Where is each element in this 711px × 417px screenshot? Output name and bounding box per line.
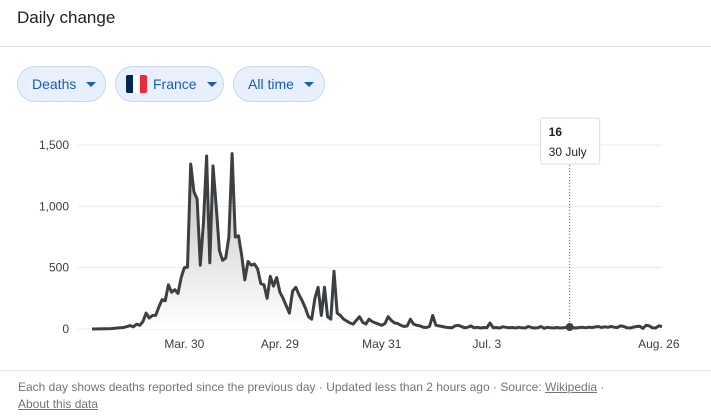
x-tick-label: May 31	[362, 337, 402, 351]
x-tick-label: Apr. 29	[261, 337, 299, 351]
footer-note: Each day shows deaths reported since the…	[18, 379, 678, 413]
footer-separator: ·	[315, 380, 327, 394]
x-tick-label: Aug. 26	[638, 337, 680, 351]
metric-filter-label: Deaths	[32, 76, 77, 92]
y-tick-label: 0	[62, 322, 69, 336]
x-tick-label: Mar. 30	[164, 337, 204, 351]
chart-area-fill	[92, 153, 662, 329]
country-filter-button[interactable]: France	[115, 66, 224, 102]
flag-stripe-red	[140, 75, 147, 93]
y-tick-label: 1,500	[39, 138, 69, 152]
france-flag-icon	[126, 75, 147, 93]
tooltip-date: 30 July	[549, 145, 587, 159]
hover-point[interactable]	[565, 323, 574, 332]
country-filter-label: France	[153, 76, 197, 92]
tooltip-box	[540, 117, 601, 165]
source-label: Source:	[500, 380, 542, 394]
time-range-filter-label: All time	[248, 76, 294, 92]
tooltip-value: 16	[549, 125, 563, 139]
y-tick-label: 500	[49, 261, 69, 275]
card-title: Daily change	[17, 8, 116, 27]
caret-down-icon	[303, 81, 314, 87]
flag-stripe-blue	[126, 75, 133, 93]
footer-description: Each day shows deaths reported since the…	[18, 380, 316, 394]
caret-down-icon	[206, 81, 217, 87]
footer-updated: Updated less than 2 hours ago	[326, 380, 490, 394]
footer-separator: ·	[489, 380, 501, 394]
card-footer: Each day shows deaths reported since the…	[0, 370, 711, 417]
chart-tooltip: 16 30 July	[540, 117, 601, 165]
source-link[interactable]: Wikipedia	[545, 380, 598, 394]
card-header: Daily change	[0, 0, 711, 47]
x-tick-label: Jul. 3	[473, 337, 502, 351]
time-range-filter-button[interactable]: All time	[233, 66, 325, 102]
metric-filter-button[interactable]: Deaths	[17, 66, 106, 102]
caret-down-icon	[86, 81, 97, 87]
footer-separator: ·	[597, 380, 605, 394]
flag-stripe-white	[133, 75, 140, 93]
about-data-link[interactable]: About this data	[18, 397, 99, 411]
daily-deaths-chart[interactable]: 0 500 1,000 1,500 Mar. 30 Apr. 29 May 31 Jul. 3…	[0, 110, 711, 365]
y-tick-label: 1,000	[39, 199, 69, 213]
